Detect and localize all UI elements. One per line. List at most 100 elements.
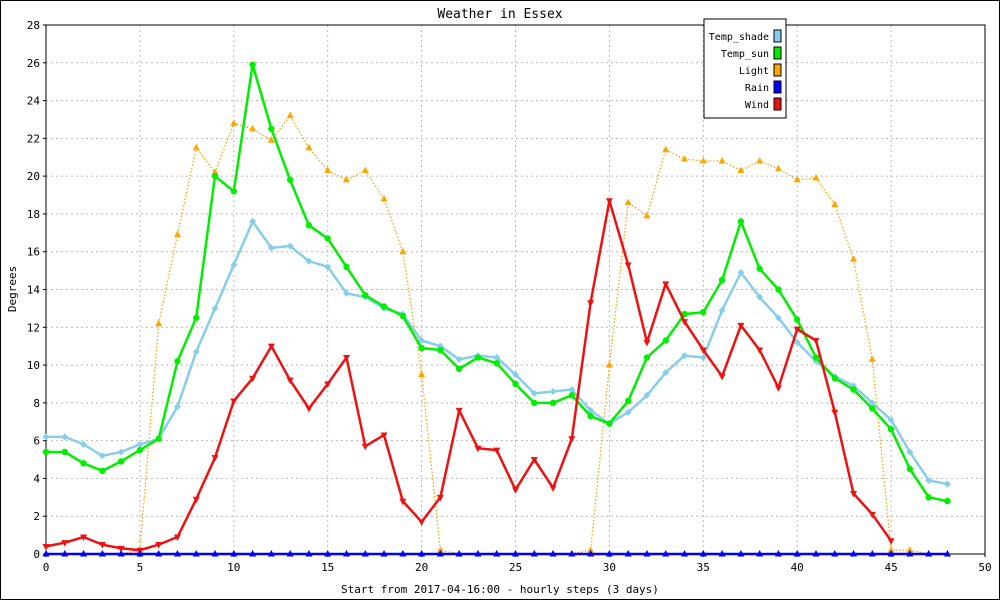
rain-point bbox=[249, 550, 257, 557]
temp-shade-point bbox=[249, 217, 257, 225]
y-tick-label: 14 bbox=[27, 284, 41, 297]
temp-shade-point bbox=[943, 480, 951, 488]
temp-sun-point bbox=[193, 314, 200, 322]
wind-point bbox=[42, 543, 50, 551]
temp-sun-point bbox=[286, 176, 294, 184]
rain-point bbox=[211, 550, 219, 557]
light-point bbox=[305, 143, 313, 151]
temp-sun-point bbox=[268, 125, 275, 133]
rain-point bbox=[230, 550, 238, 557]
light-point bbox=[399, 247, 407, 255]
temp-sun-point bbox=[380, 303, 388, 310]
light-point bbox=[380, 194, 388, 202]
light-point bbox=[605, 361, 613, 368]
y-tick-label: 8 bbox=[33, 397, 40, 410]
temp-sun-point bbox=[211, 172, 219, 180]
light-point bbox=[324, 166, 332, 173]
wind-point bbox=[192, 496, 200, 504]
wind-point bbox=[61, 540, 69, 547]
temp-sun-point bbox=[418, 344, 425, 352]
temp-shade-point bbox=[42, 433, 50, 441]
light-point bbox=[624, 198, 632, 206]
legend-label-rain: Rain bbox=[745, 83, 769, 94]
x-tick-label: 25 bbox=[509, 561, 522, 574]
wind-point bbox=[737, 322, 745, 330]
rain-point bbox=[305, 550, 313, 557]
temp-sun-point bbox=[643, 354, 651, 361]
rain-point bbox=[286, 550, 294, 557]
temp-sun-point bbox=[455, 365, 463, 373]
wind-point bbox=[474, 445, 482, 453]
rain-point bbox=[342, 550, 350, 557]
rain-point bbox=[887, 550, 895, 557]
light-point bbox=[192, 143, 200, 151]
y-tick-label: 22 bbox=[27, 132, 40, 145]
wind-point bbox=[155, 542, 163, 549]
wind-point bbox=[793, 326, 801, 334]
light-point bbox=[756, 157, 764, 164]
rain-point bbox=[774, 550, 782, 557]
rain-point bbox=[812, 550, 820, 557]
rain-point bbox=[530, 550, 538, 557]
y-tick-label: 28 bbox=[27, 19, 40, 32]
temp-sun-point bbox=[80, 460, 87, 467]
wind-point bbox=[305, 406, 313, 413]
temp-sun-point bbox=[925, 494, 932, 501]
rain-point bbox=[699, 550, 707, 557]
temp-sun-point bbox=[230, 188, 237, 195]
y-tick-label: 24 bbox=[27, 95, 41, 108]
rain-point bbox=[718, 550, 726, 557]
wind-point bbox=[681, 319, 689, 326]
temp-sun-point bbox=[136, 446, 144, 454]
wind-point bbox=[493, 447, 501, 455]
temp-shade-point bbox=[80, 440, 88, 448]
temp-shade-point bbox=[793, 338, 801, 346]
rain-point bbox=[418, 550, 426, 557]
temp-sun-point bbox=[174, 358, 181, 365]
rain-point bbox=[136, 550, 144, 557]
temp-sun-point bbox=[662, 337, 669, 344]
wind-point bbox=[662, 281, 670, 288]
rain-point bbox=[868, 550, 876, 557]
wind-point bbox=[887, 538, 895, 545]
temp-sun-point bbox=[437, 346, 444, 354]
light-point bbox=[831, 200, 839, 207]
x-axis-label: Start from 2017-04-16:00 - hourly steps … bbox=[341, 583, 659, 596]
legend-swatch-wind bbox=[773, 97, 782, 111]
rain-point bbox=[42, 550, 50, 557]
rain-point bbox=[943, 550, 951, 557]
temp-shade-point bbox=[173, 403, 181, 411]
temp-shade-point bbox=[324, 263, 332, 271]
temp-shade-point bbox=[906, 448, 914, 456]
wind-point bbox=[774, 385, 782, 392]
temp-shade-point bbox=[925, 476, 933, 484]
temp-sun-point bbox=[850, 386, 857, 393]
series-temp-sun bbox=[42, 61, 951, 505]
temp-sun-point bbox=[493, 359, 500, 367]
chart-title: Weather in Essex bbox=[437, 7, 562, 22]
x-tick-label: 5 bbox=[137, 561, 144, 574]
rain-point bbox=[493, 550, 501, 557]
rain-point bbox=[380, 550, 388, 557]
temp-sun-point bbox=[474, 354, 482, 361]
series-line-temp-sun bbox=[46, 63, 948, 503]
wind-point bbox=[850, 491, 858, 498]
temp-sun-point bbox=[624, 397, 632, 405]
light-point bbox=[774, 164, 782, 172]
light-point bbox=[699, 157, 707, 164]
rain-point bbox=[925, 550, 933, 557]
rain-point bbox=[662, 550, 670, 557]
temp-sun-point bbox=[362, 291, 369, 299]
x-tick-label: 30 bbox=[603, 561, 616, 574]
light-point bbox=[737, 166, 745, 173]
wind-point bbox=[286, 377, 294, 385]
temp-sun-point bbox=[155, 435, 162, 442]
rain-point bbox=[831, 550, 839, 557]
temp-shade-point bbox=[530, 389, 538, 397]
light-point bbox=[587, 546, 595, 553]
temp-shade-point bbox=[568, 386, 576, 394]
legend-label-light: Light bbox=[739, 66, 769, 77]
wind-point bbox=[831, 409, 839, 417]
temp-sun-point bbox=[512, 380, 519, 388]
